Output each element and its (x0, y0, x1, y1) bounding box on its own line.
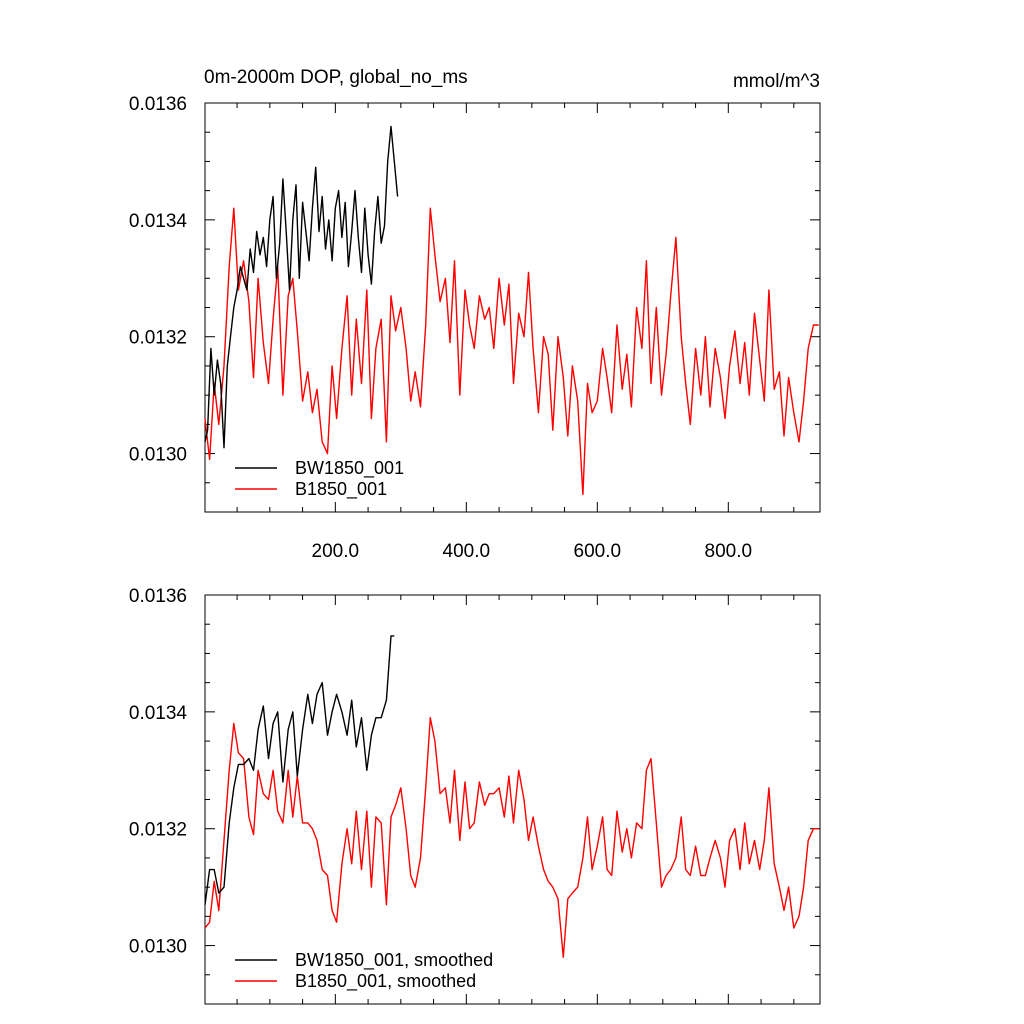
y-tick-label: 0.0132 (129, 328, 187, 349)
bottom-panel: 0.0130 0.0132 0.0134 0.0136 BW1850_001, smoo… (129, 586, 821, 1005)
x-tick-label: 800.0 (705, 541, 753, 562)
plot-frame (204, 102, 821, 513)
top-panel: 0.0130 0.0132 0.0134 0.0136 200.0 400.0 600.0 8… (129, 94, 821, 562)
y-tick-label: 0.0136 (129, 586, 187, 607)
legend-label: B1850_001, smoothed (295, 971, 476, 992)
y-tick-label: 0.0134 (129, 211, 188, 232)
x-tick-label: 400.0 (443, 541, 491, 562)
y-tick-label: 0.0134 (129, 703, 188, 724)
series-line-b1850-001 (204, 207, 819, 496)
y-tick-label: 0.0132 (129, 820, 187, 841)
x-tick-label: 200.0 (312, 541, 360, 562)
series-line-b1850-001-smoothed (204, 717, 819, 958)
units-label: mmol/m^3 (733, 71, 820, 92)
y-tick-label: 0.0136 (129, 94, 187, 115)
plot-frame (204, 594, 821, 1005)
x-tick-label: 600.0 (574, 541, 622, 562)
legend-label: BW1850_001, smoothed (295, 950, 493, 971)
y-tick-label: 0.0130 (129, 445, 187, 466)
series-line-bw1850-001-smoothed (204, 635, 395, 905)
chart-title: 0m-2000m DOP, global_no_ms (204, 67, 468, 88)
legend-label: BW1850_001 (295, 458, 404, 479)
series-line-bw1850-001 (204, 125, 399, 449)
legend-label: B1850_001 (295, 479, 387, 500)
y-tick-label: 0.0130 (129, 937, 187, 958)
